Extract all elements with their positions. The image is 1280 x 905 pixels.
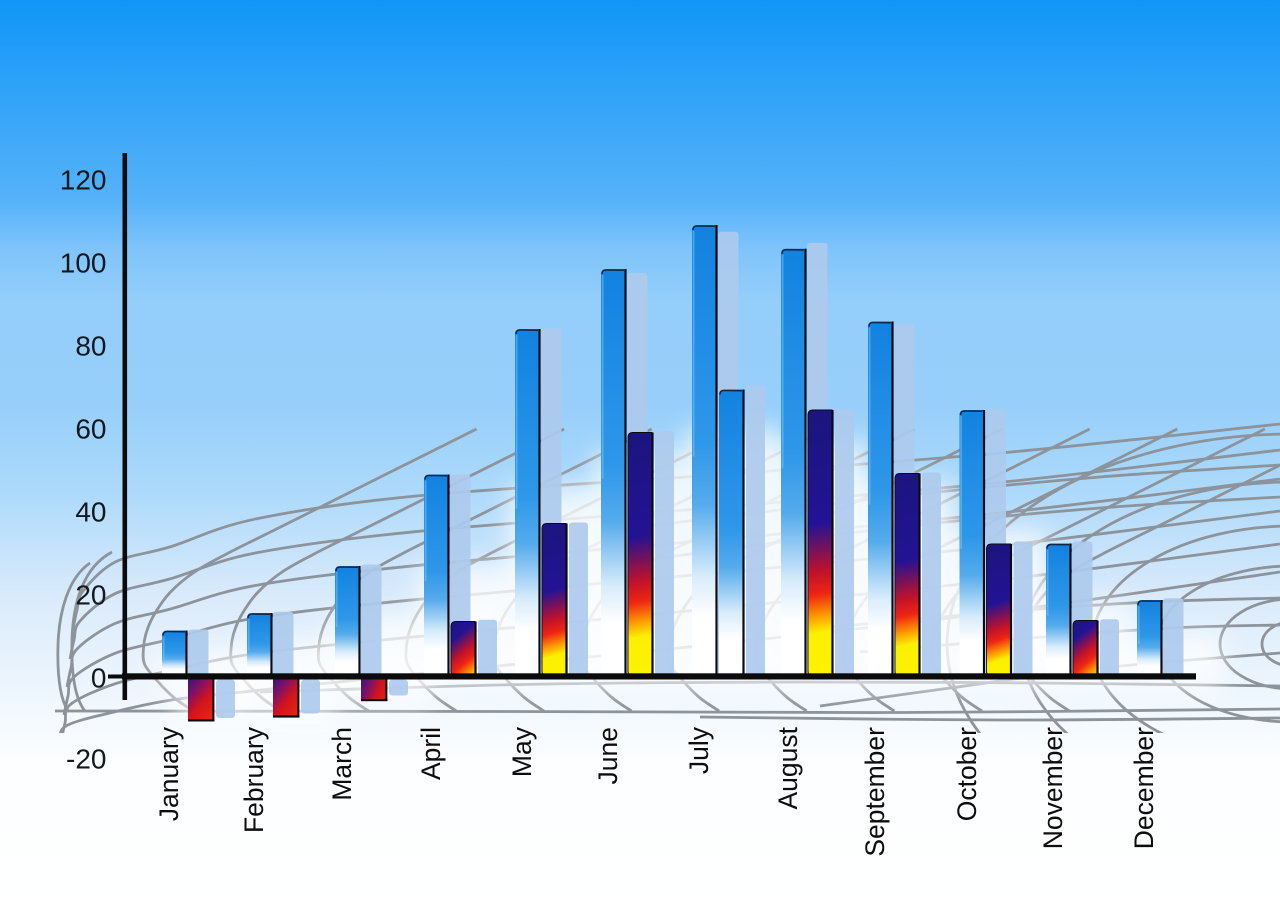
svg-text:January: January [154, 726, 184, 821]
svg-text:-20: -20 [66, 744, 106, 775]
svg-text:120: 120 [60, 165, 107, 196]
svg-text:0: 0 [91, 663, 107, 694]
svg-text:November: November [1038, 727, 1068, 849]
svg-text:September: September [860, 727, 890, 857]
svg-text:February: February [239, 726, 269, 833]
svg-text:July: July [684, 726, 714, 774]
svg-text:April: April [416, 727, 446, 780]
svg-text:June: June [593, 727, 623, 784]
svg-text:60: 60 [75, 414, 106, 445]
svg-text:March: March [327, 727, 357, 801]
svg-text:20: 20 [75, 580, 106, 611]
svg-text:40: 40 [75, 497, 106, 528]
svg-text:December: December [1129, 727, 1159, 849]
svg-text:80: 80 [75, 331, 106, 362]
svg-text:August: August [773, 726, 803, 809]
svg-text:May: May [507, 726, 537, 777]
svg-text:100: 100 [60, 248, 107, 279]
svg-text:October: October [952, 727, 982, 821]
